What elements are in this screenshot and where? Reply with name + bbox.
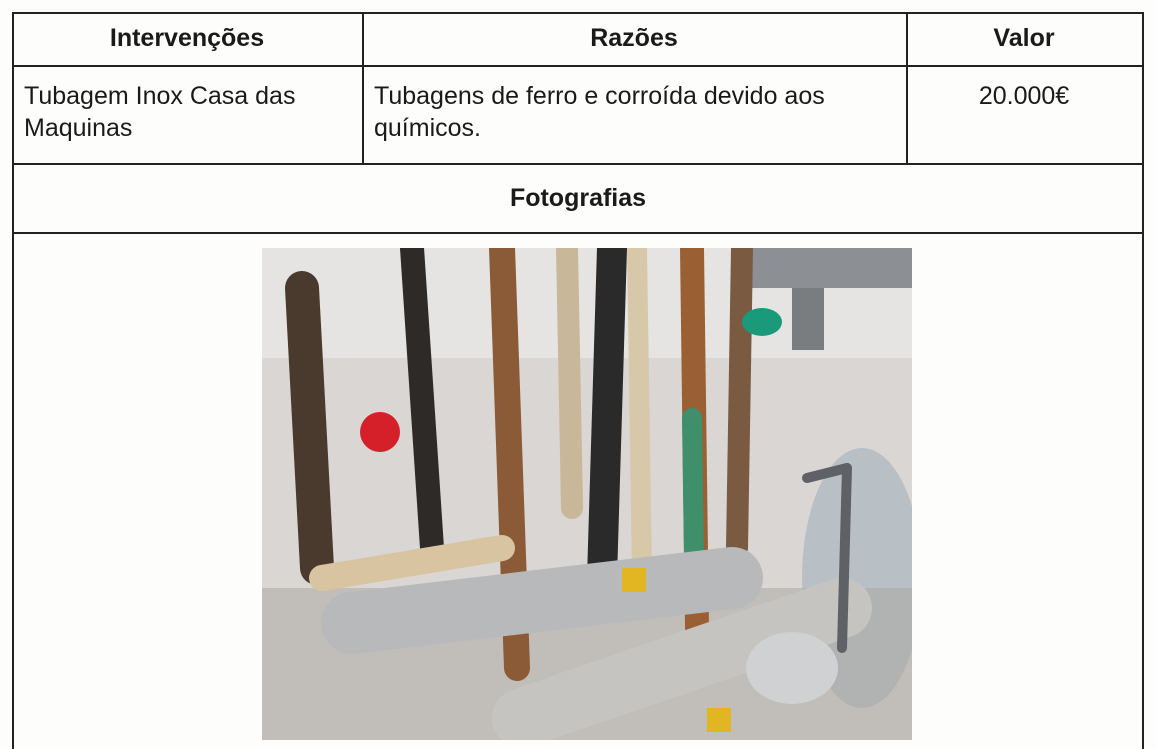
photo <box>262 248 912 740</box>
border <box>362 12 364 164</box>
border <box>1142 12 1144 749</box>
table-cell: Tubagens de ferro e corroída devido aos … <box>374 82 825 142</box>
header-cell: Razões <box>590 24 678 52</box>
border <box>12 232 1144 234</box>
table-cell: 20.000€ <box>978 82 1070 110</box>
border <box>12 12 1144 14</box>
table-cell: Tubagem Inox Casa das Maquinas <box>24 82 296 142</box>
header-cell: Valor <box>993 24 1055 52</box>
border <box>12 12 14 749</box>
header-cell: Intervenções <box>109 24 265 52</box>
border <box>906 12 908 164</box>
section-title: Fotografias <box>509 184 647 212</box>
border <box>12 65 1144 67</box>
border <box>12 163 1144 165</box>
